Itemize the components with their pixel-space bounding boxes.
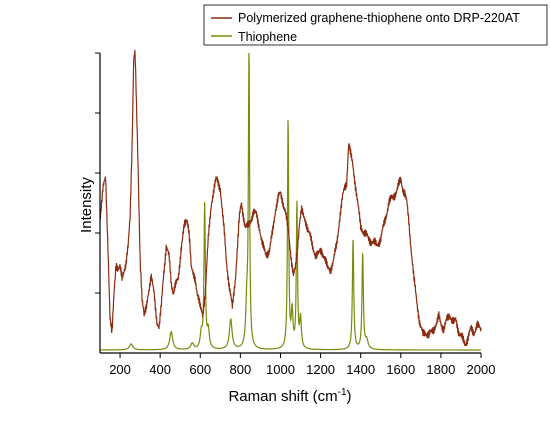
x-tick-label: 1800 xyxy=(426,362,455,377)
x-tick-label: 2000 xyxy=(467,362,496,377)
x-axis-title: Raman shift (cm-1) xyxy=(228,387,351,405)
x-tick-label: 800 xyxy=(230,362,252,377)
x-axis-title-suffix: ) xyxy=(347,388,352,405)
series-line-thiophene xyxy=(99,52,481,351)
legend-label-series-1: Polymerized graphene-thiophene onto DRP-… xyxy=(238,11,520,25)
y-ticks xyxy=(95,52,100,294)
x-tick-label: 1000 xyxy=(266,362,295,377)
x-tick-label: 400 xyxy=(149,362,171,377)
x-ticks: 200 400 600 800 1000 1200 1400 1600 1800 2000 xyxy=(109,353,495,377)
y-axis-title: Intensity xyxy=(78,177,95,233)
legend: Polymerized graphene-thiophene onto DRP-… xyxy=(203,4,548,46)
x-axis-title-superscript: -1 xyxy=(338,387,347,398)
series-layer xyxy=(99,49,482,351)
x-tick-label: 600 xyxy=(189,362,211,377)
x-tick-label: 1600 xyxy=(386,362,415,377)
x-tick-label: 200 xyxy=(109,362,131,377)
x-tick-label: 1400 xyxy=(346,362,375,377)
legend-box xyxy=(203,4,548,46)
x-tick-label: 1200 xyxy=(306,362,335,377)
series-line-polymerized-graphene-thiophene xyxy=(99,49,482,347)
legend-label-series-2: Thiophene xyxy=(238,30,297,44)
plot-area: 200 400 600 800 1000 1200 1400 1600 1800 2000 xyxy=(95,49,495,377)
